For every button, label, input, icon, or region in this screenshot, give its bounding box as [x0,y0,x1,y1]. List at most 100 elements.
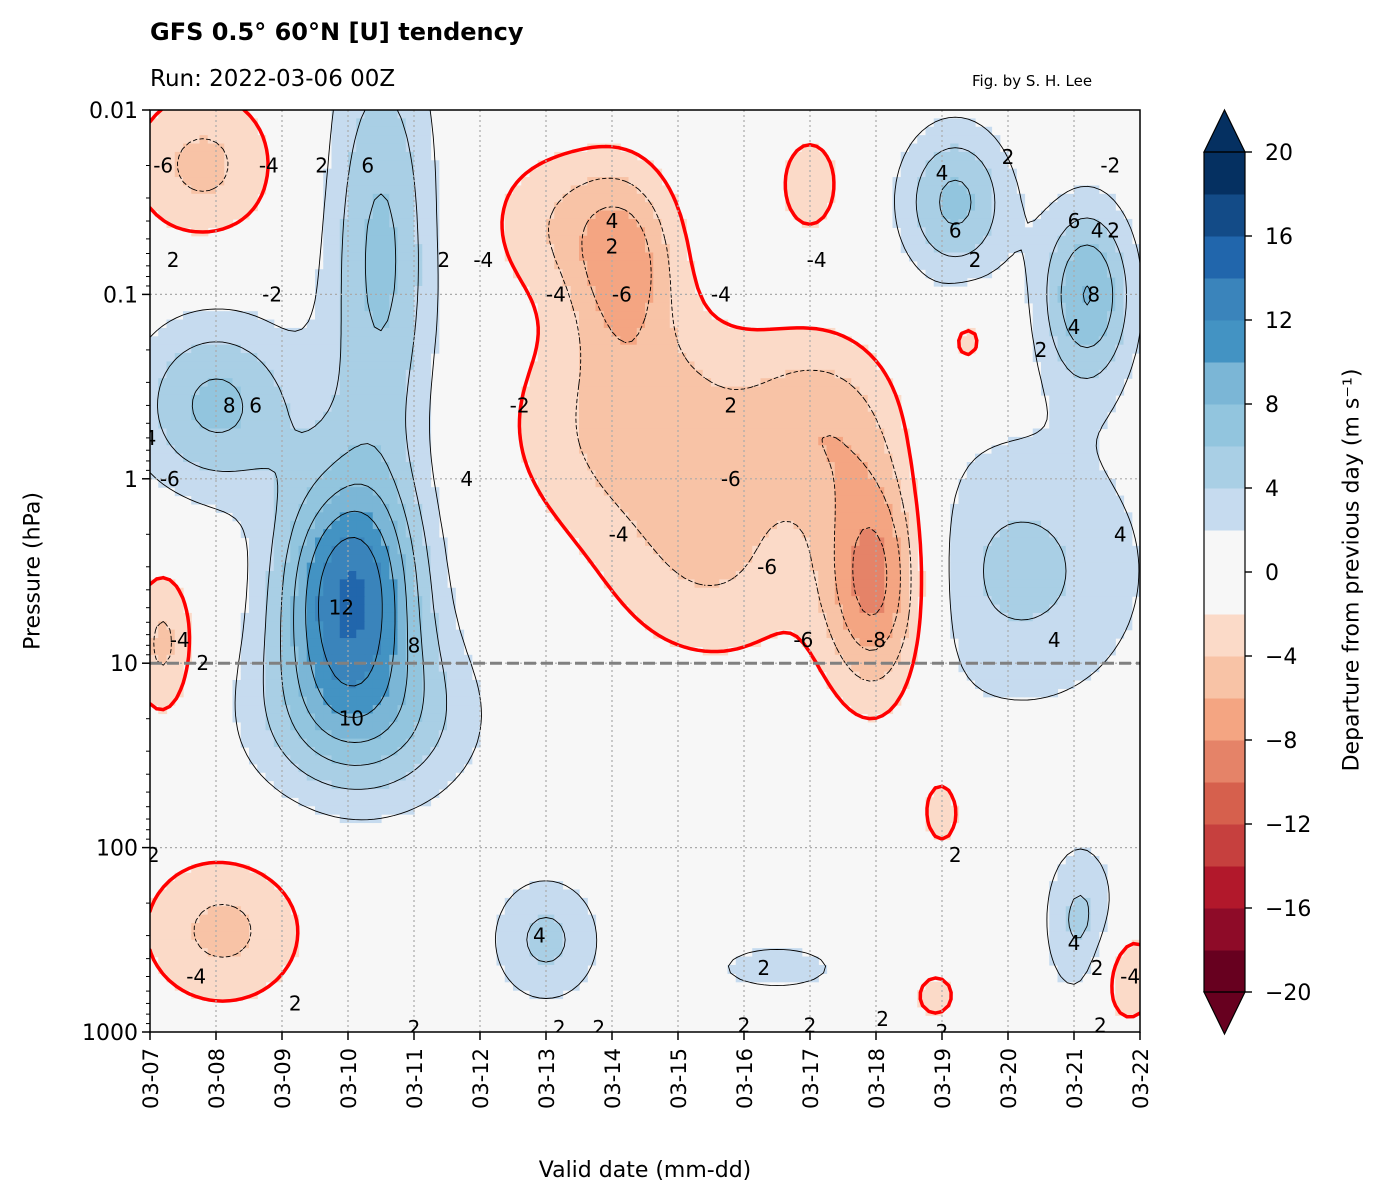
field-cell [299,429,308,438]
field-cell [728,445,737,454]
field-cell [1082,462,1091,471]
field-cell [554,194,563,203]
field-cell [431,546,440,555]
field-cell [761,621,770,630]
field-cell [802,588,811,597]
field-cell [1033,512,1042,521]
field-cell [645,261,654,270]
field-cell [1041,529,1050,538]
field-cell [604,412,613,421]
field-cell [612,336,621,345]
field-cell [340,487,349,496]
field-cell [389,353,398,362]
field-cell [290,504,299,513]
field-cell [653,588,662,597]
field-cell [554,320,563,329]
field-cell [670,554,679,563]
field-cell [290,395,299,404]
field-cell [183,219,192,228]
field-cell [1008,462,1017,471]
field-cell [802,202,811,211]
field-cell [167,127,176,136]
field-cell [1082,605,1091,614]
field-cell [703,504,712,513]
field-cell [711,345,720,354]
field-cell [678,630,687,639]
field-cell [884,596,893,605]
field-cell [530,420,539,429]
field-cell [612,177,621,186]
field-cell [1082,638,1091,647]
field-cell [224,311,233,320]
field-cell [620,328,629,337]
field-cell [208,437,217,446]
field-cell [1082,554,1091,563]
field-cell [695,479,704,488]
field-cell [744,454,753,463]
field-cell [422,487,431,496]
field-cell [200,320,209,329]
field-cell [373,286,382,295]
field-cell [414,412,423,421]
field-cell [398,521,407,530]
field-cell [794,403,803,412]
field-cell [587,387,596,396]
field-cell [1091,638,1100,647]
field-cell [183,429,192,438]
field-cell [406,219,415,228]
field-cell [637,596,646,605]
field-cell [274,445,283,454]
field-cell [686,512,695,521]
field-cell [678,370,687,379]
field-cell [645,512,654,521]
field-cell [1074,613,1083,622]
field-cell [612,571,621,580]
field-cell [315,454,324,463]
field-cell [983,638,992,647]
field-cell [191,420,200,429]
field-cell [967,605,976,614]
field-cell [983,563,992,572]
field-cell [290,470,299,479]
field-cell [653,496,662,505]
field-cell [587,261,596,270]
field-cell [1041,429,1050,438]
field-cell [315,521,324,530]
field-cell [1124,571,1133,580]
field-cell [340,353,349,362]
field-cell [1107,546,1116,555]
field-cell [711,529,720,538]
field-cell [703,320,712,329]
field-cell [373,294,382,303]
field-cell [282,429,291,438]
field-cell [365,345,374,354]
field-cell [414,294,423,303]
field-cell [992,630,1001,639]
field-cell [274,504,283,513]
field-cell [1082,353,1091,362]
field-cell [191,370,200,379]
field-cell [200,311,209,320]
field-cell [216,345,225,354]
field-cell [1066,437,1075,446]
field-cell [307,554,316,563]
field-cell [761,454,770,463]
field-cell [1008,579,1017,588]
field-cell [1025,504,1034,513]
field-cell [1099,588,1108,597]
field-cell [596,395,605,404]
field-cell [975,219,984,228]
field-cell [645,387,654,396]
field-cell [893,504,902,513]
field-cell [224,437,233,446]
field-cell [307,328,316,337]
field-cell [1049,479,1058,488]
field-cell [216,110,225,119]
field-cell [1058,613,1067,622]
field-cell [860,429,869,438]
field-cell [373,303,382,312]
field-cell [1082,546,1091,555]
field-cell [752,370,761,379]
field-cell [224,202,233,211]
field-cell [538,353,547,362]
